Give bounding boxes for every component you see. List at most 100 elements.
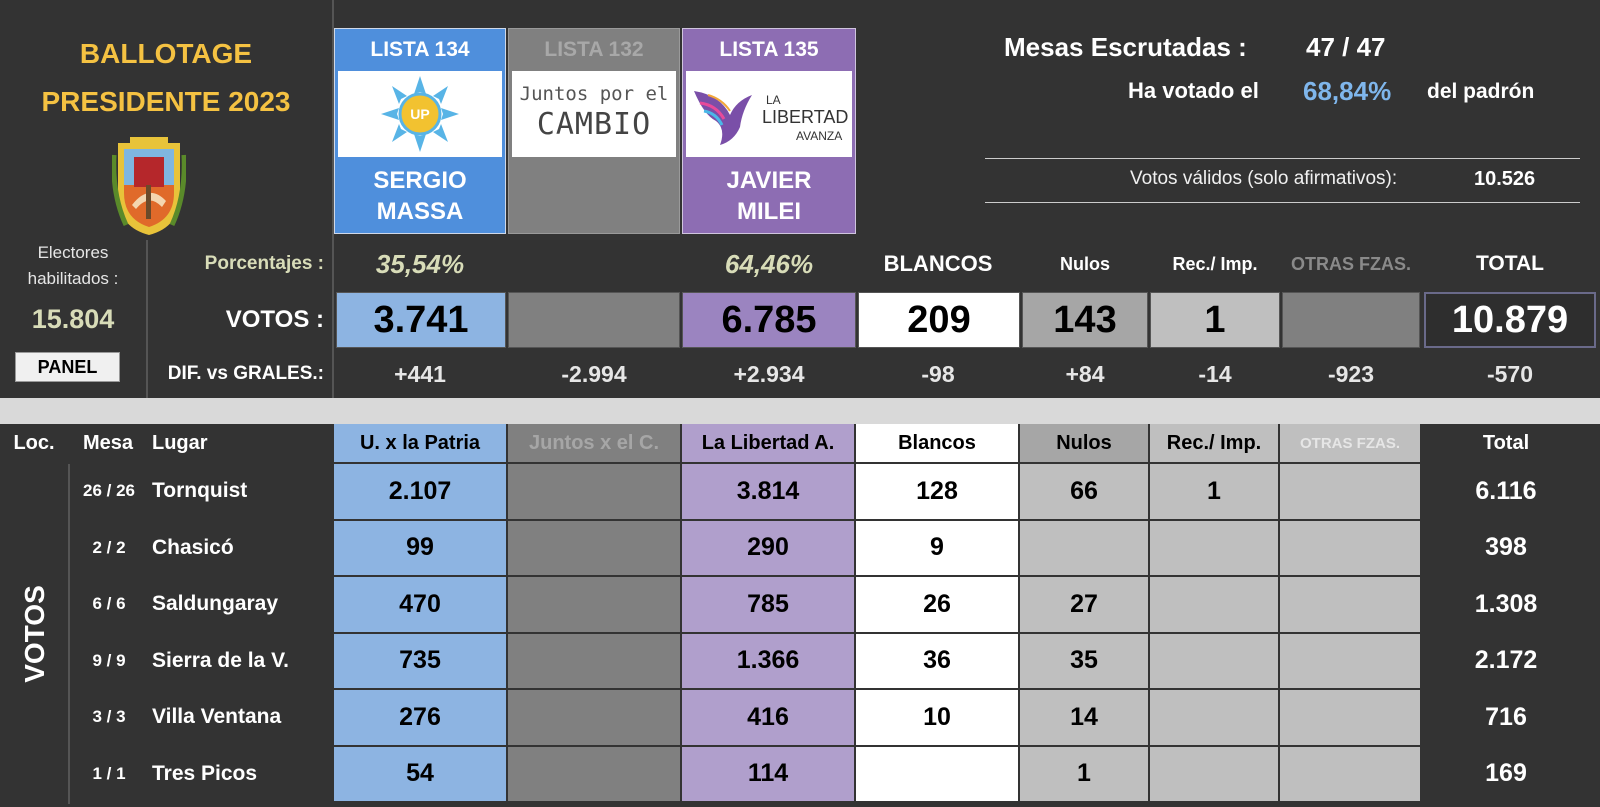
cell-up: 54 [334, 746, 508, 803]
votos-blancos: 209 [858, 292, 1020, 348]
validos-value: 10.526 [1474, 168, 1536, 190]
th-total: Total [1422, 424, 1592, 464]
cell-nulos [1020, 520, 1150, 577]
cell-otras [1280, 577, 1422, 634]
cell-up: 470 [334, 577, 508, 634]
title-line1: BALLOTAGE [79, 38, 253, 69]
candidate-first-name [509, 165, 679, 196]
dif-total: -570 [1486, 360, 1534, 387]
union-por-la-patria-logo: UP [338, 71, 502, 157]
cell-blancos: 36 [856, 633, 1020, 690]
cell-rec: 1 [1150, 464, 1280, 521]
side-votos-cell: VOTOS [0, 464, 70, 804]
cell-mesa: 1 / 1 [70, 746, 148, 803]
lla-logo-line2: LIBERTAD [762, 107, 849, 127]
cell-lla: 1.366 [682, 633, 856, 690]
votos-lla: 6.785 [682, 292, 856, 348]
cell-jxc [508, 690, 682, 747]
separator [985, 202, 1580, 203]
juntos-por-el-cambio-logo: Juntos por el CAMBIO [512, 71, 676, 157]
cell-otras [1280, 520, 1422, 577]
panel-button[interactable]: PANEL [15, 352, 120, 382]
candidate-first-name: JAVIER [726, 167, 812, 194]
lla-logo-line3: AVANZA [796, 129, 843, 143]
cell-total: 2.172 [1422, 633, 1592, 690]
dif-nulos: +84 [1065, 360, 1105, 387]
cell-jxc [508, 464, 682, 521]
eagle-icon [694, 91, 752, 145]
electores-value: 15.804 [31, 303, 115, 334]
votos-total: 10.879 [1424, 292, 1596, 348]
jxc-logo-line1: Juntos por el [519, 83, 669, 105]
lista-132-header: LISTA 132 [544, 38, 644, 61]
cell-rec [1150, 633, 1280, 690]
cell-lla: 290 [682, 520, 856, 577]
th-jxc: Juntos x el C. [508, 424, 682, 464]
votos-otras [1282, 292, 1420, 348]
cell-blancos: 10 [856, 690, 1020, 747]
cell-lugar: Tornquist [148, 464, 334, 521]
jxc-logo-line2: CAMBIO [536, 106, 652, 142]
cell-mesa: 9 / 9 [70, 633, 148, 690]
votado-percent: 68,84% [1303, 76, 1392, 106]
cell-lugar: Sierra de la V. [148, 633, 334, 690]
cell-mesa: 26 / 26 [70, 464, 148, 521]
dif-otras: -923 [1327, 360, 1375, 387]
dif-rec: -14 [1198, 360, 1232, 387]
votado-label: Ha votado el [1128, 78, 1259, 103]
lla-logo-line1: LA [766, 93, 781, 107]
lista-134-header: LISTA 134 [370, 38, 470, 61]
cell-nulos: 14 [1020, 690, 1150, 747]
cell-mesa: 6 / 6 [70, 577, 148, 634]
candidate-last-name [509, 196, 679, 227]
mesas-value: 47 / 47 [1306, 32, 1386, 62]
cell-lugar: Chasicó [148, 520, 334, 577]
cell-total: 398 [1422, 520, 1592, 577]
candidate-last-name: MASSA [376, 198, 464, 225]
th-lla: La Libertad A. [682, 424, 856, 464]
th-loc: Loc. [0, 424, 70, 464]
lista-134-card: LISTA 134 UP SERGIO MASSA [334, 28, 506, 234]
cell-jxc [508, 577, 682, 634]
cell-mesa: 3 / 3 [70, 690, 148, 747]
validos-label: Votos válidos (solo afirmativos): [1130, 168, 1398, 189]
candidate-first-name: SERGIO [373, 167, 467, 194]
cell-lla: 114 [682, 746, 856, 803]
percent-lla: 64,46% [724, 248, 814, 279]
cell-rec [1150, 746, 1280, 803]
votos-label: VOTOS : [225, 306, 324, 333]
votos-rec: 1 [1150, 292, 1280, 348]
th-mesa: Mesa [70, 424, 148, 464]
votos-nulos: 143 [1022, 292, 1148, 348]
lista-135-card: LISTA 135 LA LIBERTAD AVANZA JAVIER MILE… [682, 28, 856, 234]
la-libertad-avanza-logo: LA LIBERTAD AVANZA [686, 71, 852, 157]
cell-total: 716 [1422, 690, 1592, 747]
header-nulos: Nulos [1059, 253, 1110, 274]
divider [146, 240, 148, 398]
cell-total: 1.308 [1422, 577, 1592, 634]
cell-nulos: 66 [1020, 464, 1150, 521]
cell-up: 99 [334, 520, 508, 577]
lista-135-header: LISTA 135 [719, 38, 819, 61]
th-nulos: Nulos [1020, 424, 1150, 464]
cell-total: 169 [1422, 746, 1592, 803]
votos-up: 3.741 [336, 292, 506, 348]
cell-jxc [508, 633, 682, 690]
electores-label: Electores habilitados : [27, 243, 119, 288]
cell-total: 6.116 [1422, 464, 1592, 521]
dif-jxc: -2.994 [561, 360, 627, 387]
cell-blancos: 128 [856, 464, 1020, 521]
lista-132-card: LISTA 132 Juntos por el CAMBIO [508, 28, 680, 234]
th-blancos: Blancos [856, 424, 1020, 464]
cell-rec [1150, 520, 1280, 577]
side-votos-label: VOTOS [19, 585, 50, 683]
cell-jxc [508, 520, 682, 577]
cell-lugar: Villa Ventana [148, 690, 334, 747]
up-logo-text: UP [410, 106, 430, 122]
title-line2: PRESIDENTE 2023 [41, 86, 291, 117]
header-otras: OTRAS FZAS. [1291, 253, 1411, 274]
th-rec: Rec./ Imp. [1150, 424, 1280, 464]
cell-otras [1280, 464, 1422, 521]
cell-rec [1150, 577, 1280, 634]
cell-lugar: Tres Picos [148, 746, 334, 803]
